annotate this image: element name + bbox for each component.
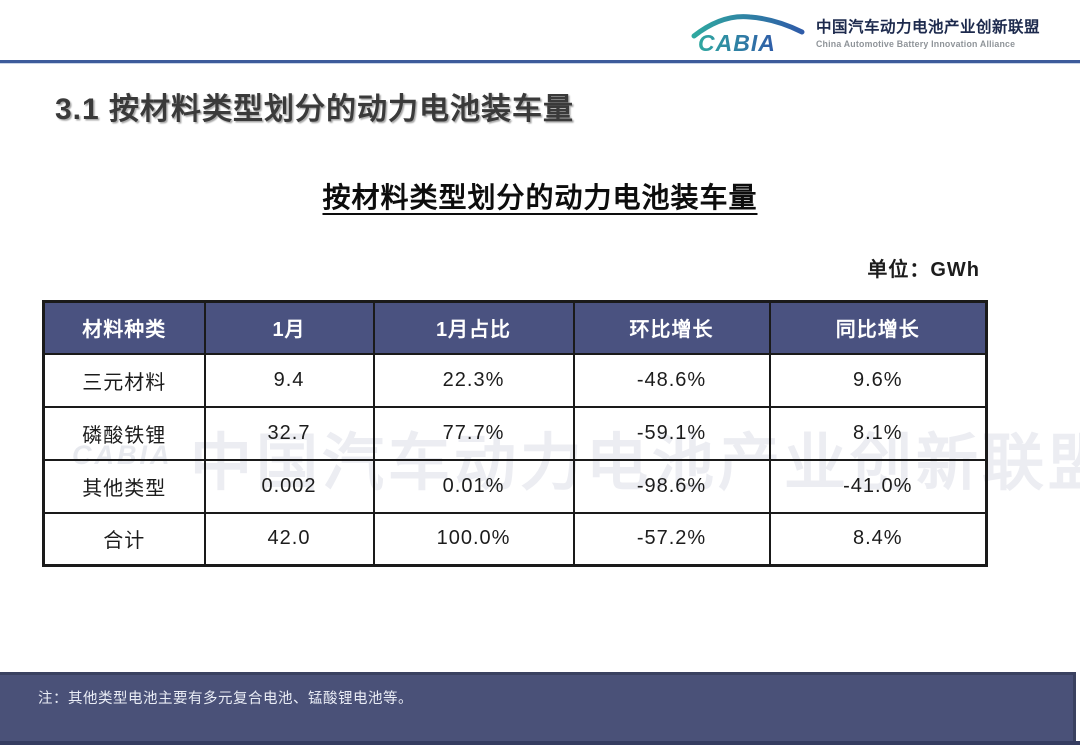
cell-yoy: -41.0% (768, 458, 988, 514)
cell-yoy: 8.4% (768, 511, 988, 567)
bottom-edge-strip (0, 741, 1080, 745)
cell-material: 三元材料 (42, 352, 206, 408)
org-name-cn: 中国汽车动力电池产业创新联盟 (815, 19, 1040, 36)
cell-value: 9.4 (203, 352, 375, 408)
cell-mom: -59.1% (572, 405, 771, 461)
col-header-mom-growth: 环比增长 (572, 300, 771, 355)
org-name: 中国汽车动力电池产业创新联盟 China Automotive Battery … (816, 15, 1040, 49)
cell-value: 42.0 (203, 511, 375, 567)
footnote: 注：其他类型电池主要有多元复合电池、锰酸锂电池等。 (38, 691, 413, 707)
footer-bar: 注：其他类型电池主要有多元复合电池、锰酸锂电池等。 (0, 672, 1076, 745)
cell-yoy: 8.1% (768, 405, 988, 461)
header-divider (0, 60, 1080, 64)
cell-mom: -48.6% (572, 352, 771, 408)
table-row-total: 合计 42.0 100.0% -57.2% 8.4% (42, 511, 988, 567)
table-row-other: 其他类型 0.002 0.01% -98.6% -41.0% (42, 458, 988, 514)
cell-share: 77.7% (372, 405, 575, 461)
battery-data-table: 材料种类 1月 1月占比 环比增长 同比增长 三元材料 9.4 22.3% -4… (42, 300, 988, 567)
cell-material: 其他类型 (42, 458, 206, 514)
table-header-row: 材料种类 1月 1月占比 环比增长 同比增长 (42, 300, 988, 355)
page-title: 3.1 按材料类型划分的动力电池装车量 (55, 93, 575, 126)
cell-share: 22.3% (372, 352, 575, 408)
col-header-material: 材料种类 (42, 300, 206, 355)
cell-material: 磷酸铁锂 (42, 405, 206, 461)
cell-mom: -57.2% (572, 511, 771, 567)
table-row-ternary: 三元材料 9.4 22.3% -48.6% 9.6% (42, 352, 988, 408)
col-header-yoy-growth: 同比增长 (768, 300, 988, 355)
cell-share: 0.01% (372, 458, 575, 514)
cell-share: 100.0% (372, 511, 575, 567)
cabia-logo-icon: CABIA (691, 14, 805, 56)
cell-material: 合计 (42, 511, 206, 567)
cell-yoy: 9.6% (768, 352, 988, 408)
table-row-lfp: 磷酸铁锂 32.7 77.7% -59.1% 8.1% (42, 405, 988, 461)
svg-text:CABIA: CABIA (698, 30, 776, 56)
unit-label: 单位：GWh (867, 259, 980, 281)
col-header-january: 1月 (203, 300, 375, 355)
table-title: 按材料类型划分的动力电池装车量 (322, 182, 758, 213)
org-name-en: China Automotive Battery Innovation Alli… (815, 39, 1016, 49)
org-logo: CABIA 中国汽车动力电池产业创新联盟 China Automotive Ba… (688, 8, 1040, 56)
cell-mom: -98.6% (572, 458, 771, 514)
col-header-january-share: 1月占比 (372, 300, 575, 355)
cell-value: 32.7 (203, 405, 375, 461)
cell-value: 0.002 (203, 458, 375, 514)
